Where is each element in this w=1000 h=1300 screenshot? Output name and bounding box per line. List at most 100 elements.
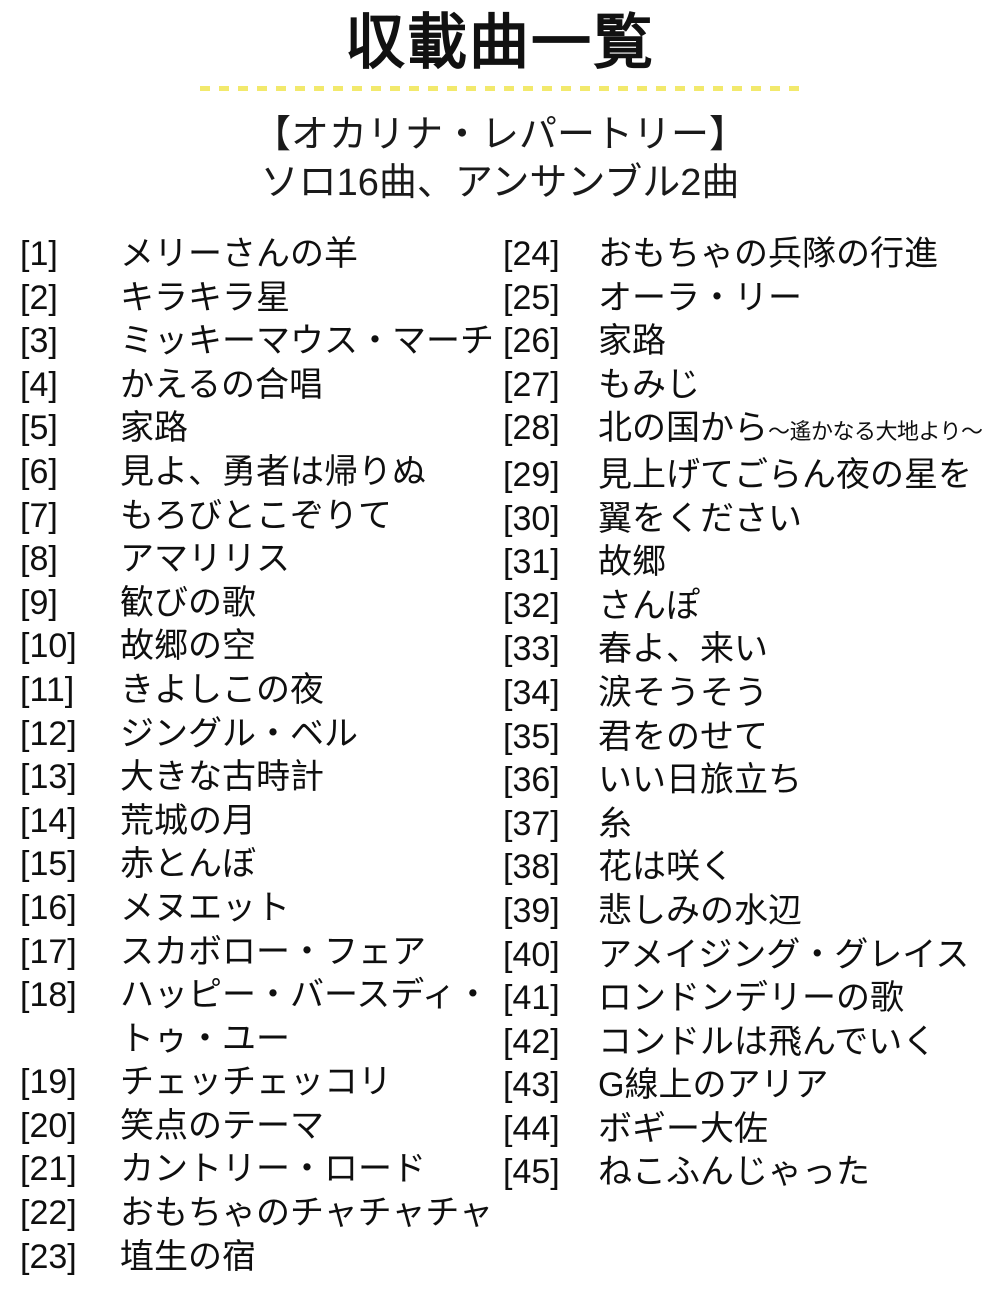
- song-title: 故郷の空: [120, 625, 503, 669]
- song-title-text: かえるの合唱: [120, 365, 323, 404]
- song-title: ロンドンデリーの歌: [598, 977, 1000, 1021]
- song-row: [33] 春よ、来い: [503, 628, 1000, 672]
- song-number: [25]: [503, 278, 560, 317]
- song-number: [18]: [20, 976, 77, 1015]
- song-title: おもちゃのチャチャチャ: [120, 1192, 503, 1236]
- song-title-text: 花は咲く: [598, 848, 734, 887]
- song-row: [21] カントリー・ロード: [20, 1148, 503, 1192]
- song-row: [19] チェッチェッコリ: [20, 1061, 503, 1105]
- song-title-text: 見上げてごらん夜の星を: [598, 455, 972, 494]
- song-title: 家路: [598, 320, 1000, 364]
- song-title: 涙そうそう: [598, 672, 1000, 716]
- song-title-text: 涙そうそう: [598, 673, 768, 712]
- song-row: [6] 見よ、勇者は帰りぬ: [20, 451, 503, 495]
- song-title-text: さんぽ: [598, 586, 700, 625]
- song-title: ハッピー・バースディ・ トゥ・ユー: [120, 974, 503, 1061]
- song-title: 君をのせて: [598, 716, 1000, 760]
- song-number: [37]: [503, 804, 560, 843]
- song-number: [21]: [20, 1150, 77, 1189]
- title-divider: [200, 86, 800, 91]
- song-title: メヌエット: [120, 887, 503, 931]
- song-title: かえるの合唱: [120, 364, 503, 408]
- song-title-text: 悲しみの水辺: [598, 891, 802, 930]
- song-title-text: 春よ、来い: [598, 630, 768, 669]
- song-title-text: 君をのせて: [598, 717, 768, 756]
- song-title-text: きよしこの夜: [120, 670, 324, 709]
- song-row: [39] 悲しみの水辺: [503, 890, 1000, 934]
- song-number: [30]: [503, 499, 560, 538]
- song-row: [17] スカボロー・フェア: [20, 931, 503, 975]
- song-row: [28] 北の国から～遙かなる大地より～: [503, 407, 1000, 454]
- song-title: 荒城の月: [120, 800, 503, 844]
- song-number: [4]: [20, 365, 58, 404]
- song-row: [35] 君をのせて: [503, 716, 1000, 760]
- song-number: [39]: [503, 891, 560, 930]
- song-number: [10]: [20, 627, 77, 666]
- song-title-text: 北の国から: [598, 409, 768, 448]
- song-number: [32]: [503, 586, 560, 625]
- song-title-second-line: トゥ・ユー: [120, 1019, 290, 1058]
- song-number: [16]: [20, 888, 77, 927]
- song-title: ボギー大佐: [598, 1108, 1000, 1152]
- song-row: [13] 大きな古時計: [20, 756, 503, 800]
- song-number: [17]: [20, 932, 77, 971]
- song-row: [42] コンドルは飛んでいく: [503, 1021, 1000, 1065]
- song-title: 見上げてごらん夜の星を: [598, 454, 1000, 498]
- song-title: 大きな古時計: [120, 756, 503, 800]
- song-title: ミッキーマウス・マーチ: [120, 320, 503, 364]
- song-number: [35]: [503, 717, 560, 756]
- song-title-text: ロンドンデリーの歌: [598, 979, 904, 1018]
- song-number: [23]: [20, 1237, 77, 1276]
- song-row: [25] オーラ・リー: [503, 277, 1000, 321]
- song-title: 糸: [598, 803, 1000, 847]
- song-row: [15] 赤とんぼ: [20, 843, 503, 887]
- song-title-text: いい日旅立ち: [598, 761, 802, 800]
- song-row: [44] ボギー大佐: [503, 1108, 1000, 1152]
- song-row: [4] かえるの合唱: [20, 364, 503, 408]
- song-number: [28]: [503, 409, 560, 448]
- song-row: [16] メヌエット: [20, 887, 503, 931]
- song-title: もみじ: [598, 364, 1000, 408]
- song-title: さんぽ: [598, 585, 1000, 629]
- song-row: [2] キラキラ星: [20, 277, 503, 321]
- song-number: [33]: [503, 630, 560, 669]
- song-title-text: 家路: [120, 409, 188, 448]
- song-number: [27]: [503, 365, 560, 404]
- song-number: [3]: [20, 322, 58, 361]
- song-number: [11]: [20, 670, 75, 709]
- song-title: 家路: [120, 407, 503, 451]
- song-title-text: ジングル・ベル: [120, 714, 358, 753]
- song-number: [2]: [20, 278, 58, 317]
- song-row: [11] きよしこの夜: [20, 669, 503, 713]
- song-title-text: アメイジング・グレイス: [598, 935, 970, 974]
- song-row: [36] いい日旅立ち: [503, 759, 1000, 803]
- song-row: [22] おもちゃのチャチャチャ: [20, 1192, 503, 1236]
- song-title-text: 翼をください: [598, 499, 802, 538]
- song-list-left: [1] メリーさんの羊 [2] キラキラ星 [3]: [20, 233, 503, 1279]
- song-title-text: ボギー大佐: [598, 1109, 768, 1148]
- song-number: [14]: [20, 801, 77, 840]
- song-row: [34] 涙そうそう: [503, 672, 1000, 716]
- song-row: [3] ミッキーマウス・マーチ: [20, 320, 503, 364]
- song-title: 埴生の宿: [120, 1236, 503, 1280]
- song-number: [41]: [503, 979, 560, 1018]
- song-number: [9]: [20, 583, 58, 622]
- song-title-text: スカボロー・フェア: [120, 932, 426, 971]
- song-title: メリーさんの羊: [120, 233, 503, 277]
- song-title-text: 見よ、勇者は帰りぬ: [120, 452, 426, 491]
- song-title: 笑点のテーマ: [120, 1105, 503, 1149]
- song-title: 見よ、勇者は帰りぬ: [120, 451, 503, 495]
- page-header: 収載曲一覧 【オカリナ・レパートリー】 ソロ16曲、アンサンブル2曲: [0, 0, 1000, 207]
- song-title-text: キラキラ星: [120, 278, 290, 317]
- song-title-text: 笑点のテーマ: [120, 1106, 324, 1145]
- song-title: 悲しみの水辺: [598, 890, 1000, 934]
- song-number: [31]: [503, 543, 560, 582]
- song-row: [45] ねこふんじゃった: [503, 1151, 1000, 1195]
- song-title-text: G線上のアリア: [598, 1066, 829, 1105]
- song-columns: [1] メリーさんの羊 [2] キラキラ星 [3]: [0, 233, 1000, 1279]
- song-row: [41] ロンドンデリーの歌: [503, 977, 1000, 1021]
- song-number: [42]: [503, 1022, 560, 1061]
- song-row: [23] 埴生の宿: [20, 1236, 503, 1280]
- song-title-text: カントリー・ロード: [120, 1150, 426, 1189]
